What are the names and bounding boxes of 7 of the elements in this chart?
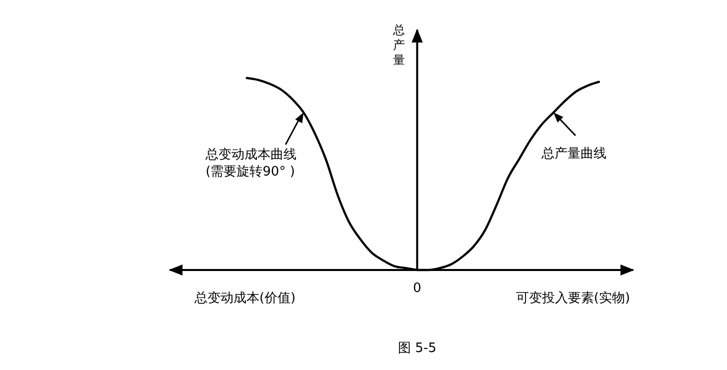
text: 0 xyxy=(413,281,422,296)
x-axis-title: 可变投入要素(实物) xyxy=(516,291,630,306)
text: 总变动成本(价值) xyxy=(193,291,296,306)
legend-label: 总产量曲线 xyxy=(540,146,606,162)
caption: 图 5-5 xyxy=(398,341,436,356)
y-axis-title: 总产量 xyxy=(392,23,406,67)
legend-label: 总变动成本曲线(需要旋转90° ) xyxy=(204,148,297,180)
